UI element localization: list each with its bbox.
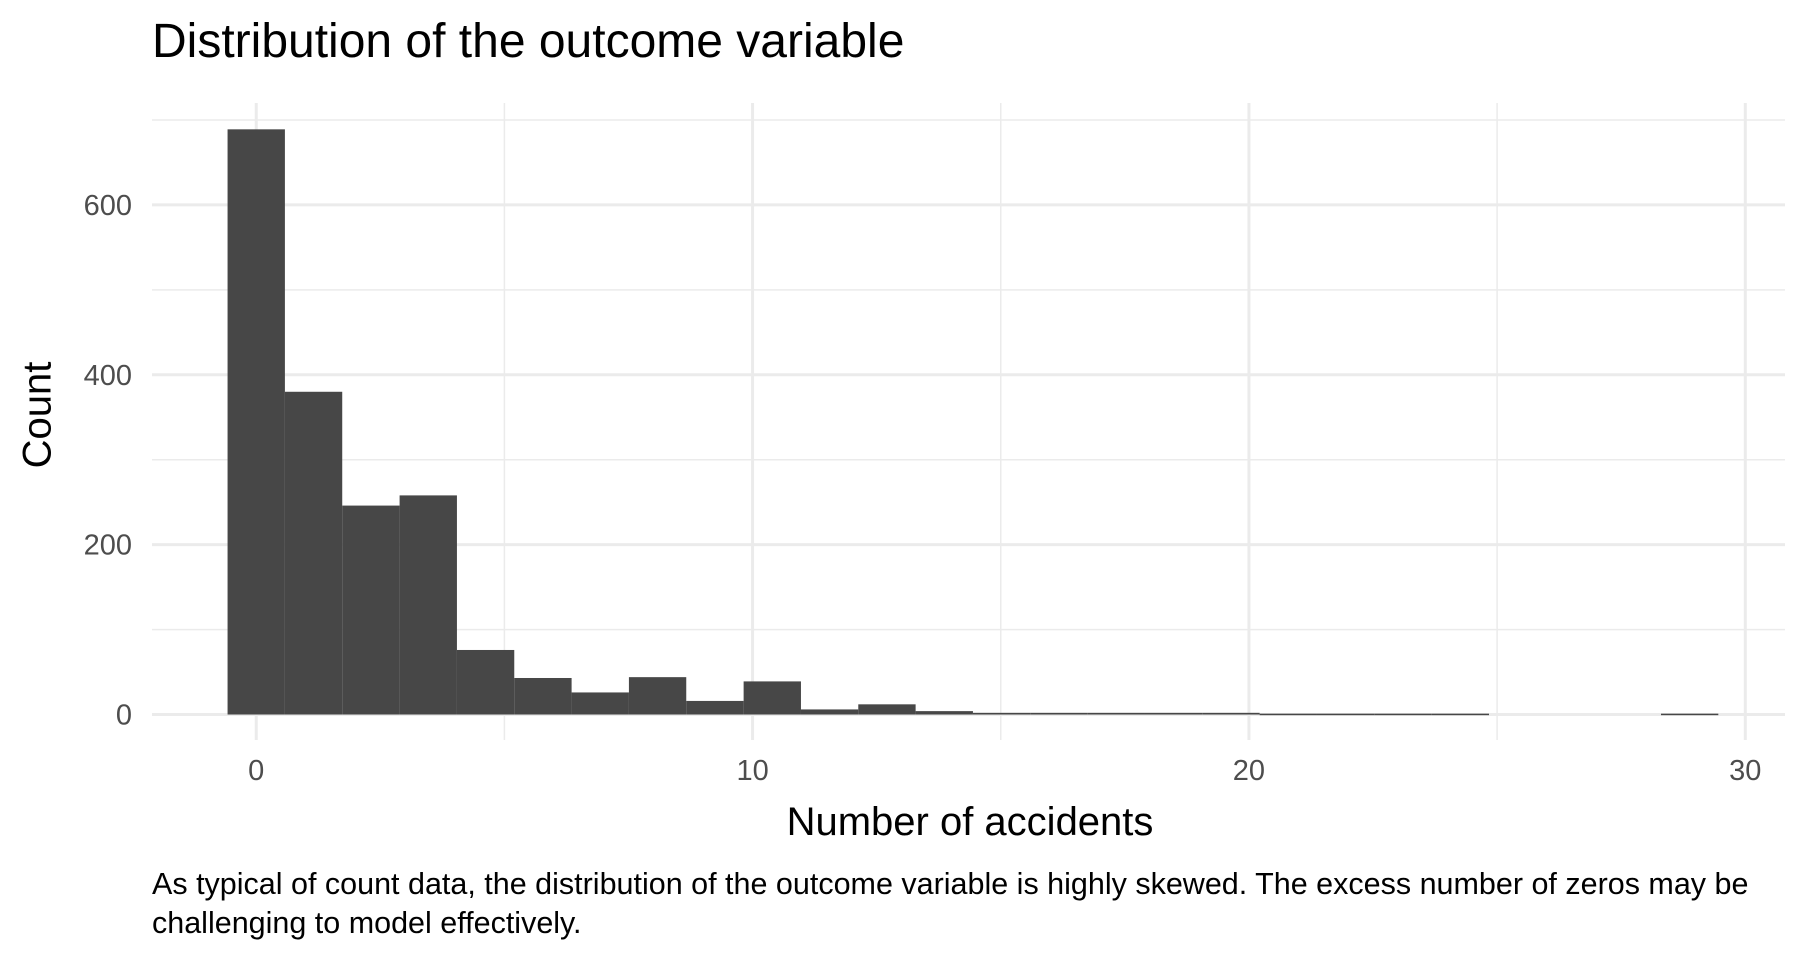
histogram-bar xyxy=(1087,712,1145,715)
histogram-bar xyxy=(1202,712,1260,715)
x-axis-title: Number of accidents xyxy=(786,800,1154,844)
histogram-bar xyxy=(1660,713,1719,716)
chart-caption: As typical of count data, the distributi… xyxy=(152,867,1749,940)
histogram-bar xyxy=(456,649,515,715)
x-tick-label: 0 xyxy=(248,755,264,787)
histogram-bar xyxy=(571,692,629,715)
y-tick-label: 600 xyxy=(84,190,132,222)
histogram-bar xyxy=(1144,712,1203,715)
y-tick-label: 400 xyxy=(84,360,132,392)
histogram-bar xyxy=(1431,713,1490,716)
chart-title: Distribution of the outcome variable xyxy=(152,15,905,68)
histogram-bar xyxy=(1316,713,1375,716)
x-tick-label: 30 xyxy=(1729,755,1761,787)
histogram-bar xyxy=(800,709,859,715)
histogram-bar xyxy=(284,391,343,715)
y-tick-label: 200 xyxy=(84,530,132,562)
y-tick-label: 0 xyxy=(116,700,132,732)
histogram-bar xyxy=(1259,713,1317,716)
histogram-bar xyxy=(628,677,687,715)
histogram-bar xyxy=(1374,713,1432,716)
histogram-bar xyxy=(743,681,801,715)
histogram-bar xyxy=(858,704,916,715)
tick-label-layer: 0 200 400 600 0 10 20 30 xyxy=(84,190,1762,787)
histogram-bar xyxy=(972,712,1031,715)
histogram-bar xyxy=(342,505,400,715)
histogram-bar xyxy=(1030,712,1088,715)
x-tick-label: 20 xyxy=(1233,755,1265,787)
histogram-bar xyxy=(686,700,744,715)
histogram-bar xyxy=(514,677,572,715)
x-tick-label: 10 xyxy=(736,755,768,787)
histogram-bar xyxy=(227,129,285,715)
bar-layer xyxy=(227,129,1719,716)
histogram-bar xyxy=(915,711,973,715)
histogram-bar xyxy=(399,495,457,715)
